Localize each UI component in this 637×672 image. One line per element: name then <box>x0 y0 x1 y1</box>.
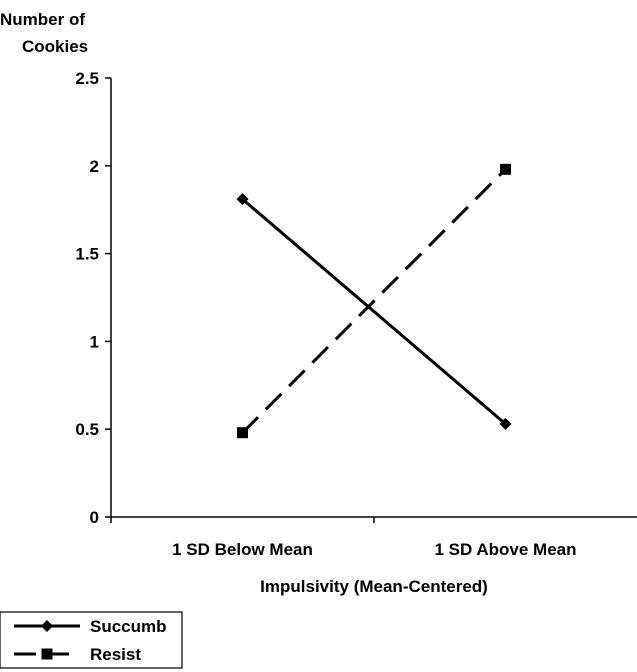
legend: Succumb Resist <box>0 611 183 669</box>
y-axis-ticks: 0 0.5 1 1.5 2 2.5 <box>75 69 111 527</box>
y-tick-label: 2.5 <box>75 69 99 88</box>
data-point-resist <box>237 427 248 439</box>
x-axis-title: Impulsivity (Mean-Centered) <box>260 577 488 596</box>
x-axis-ticks: 1 SD Below Mean 1 SD Above Mean <box>110 517 577 559</box>
x-category-label: 1 SD Above Mean <box>434 540 576 559</box>
series-succumb <box>236 193 512 430</box>
legend-label-resist: Resist <box>90 645 141 664</box>
series-line-succumb <box>241 198 507 426</box>
legend-marker-succumb <box>41 620 53 632</box>
data-point-resist <box>500 163 511 175</box>
series-layer <box>236 163 512 439</box>
legend-label-succumb: Succumb <box>90 617 167 636</box>
legend-marker-resist <box>41 648 53 660</box>
legend-box <box>0 611 183 669</box>
series-line-resist <box>241 168 507 434</box>
legend-item-succumb: Succumb <box>14 617 167 636</box>
y-tick-label: 1 <box>90 332 99 351</box>
y-tick-label: 1.5 <box>75 245 99 264</box>
data-point-succumb <box>499 417 512 430</box>
y-tick-label: 0 <box>90 508 99 527</box>
x-category-label: 1 SD Below Mean <box>172 540 313 559</box>
y-tick-label: 0.5 <box>75 420 99 439</box>
data-point-succumb <box>236 193 249 206</box>
series-resist <box>237 163 511 439</box>
y-tick-label: 2 <box>90 157 99 176</box>
legend-item-resist: Resist <box>14 645 141 664</box>
y-axis-title-line-2: Cookies <box>22 37 88 56</box>
y-axis-title-line-1: Number of <box>0 10 85 29</box>
